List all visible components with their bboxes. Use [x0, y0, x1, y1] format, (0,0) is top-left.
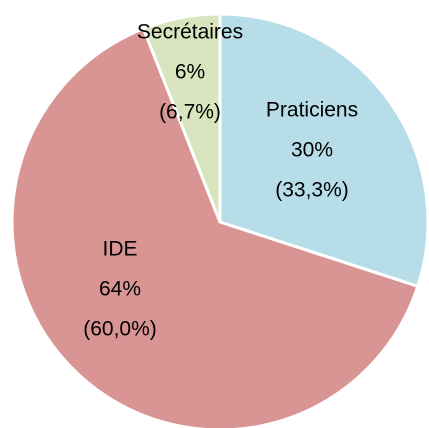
pie-slice: [141, 12, 222, 223]
slice-value-label: 6%: [175, 61, 205, 84]
slice-secondary-label: (6,7%): [159, 101, 221, 124]
slice-category-label: Praticiens: [266, 99, 358, 122]
slice-value-label: 30%: [291, 139, 333, 162]
slice-secondary-label: (33,3%): [275, 179, 349, 202]
pie-slice: [10, 26, 420, 428]
slice-category-label: Secrétaires: [137, 21, 243, 44]
slice-value-label: 64%: [99, 278, 141, 301]
pie-slice: [218, 12, 429, 289]
slice-category-label: IDE: [102, 238, 137, 261]
slice-secondary-label: (60,0%): [83, 318, 157, 341]
